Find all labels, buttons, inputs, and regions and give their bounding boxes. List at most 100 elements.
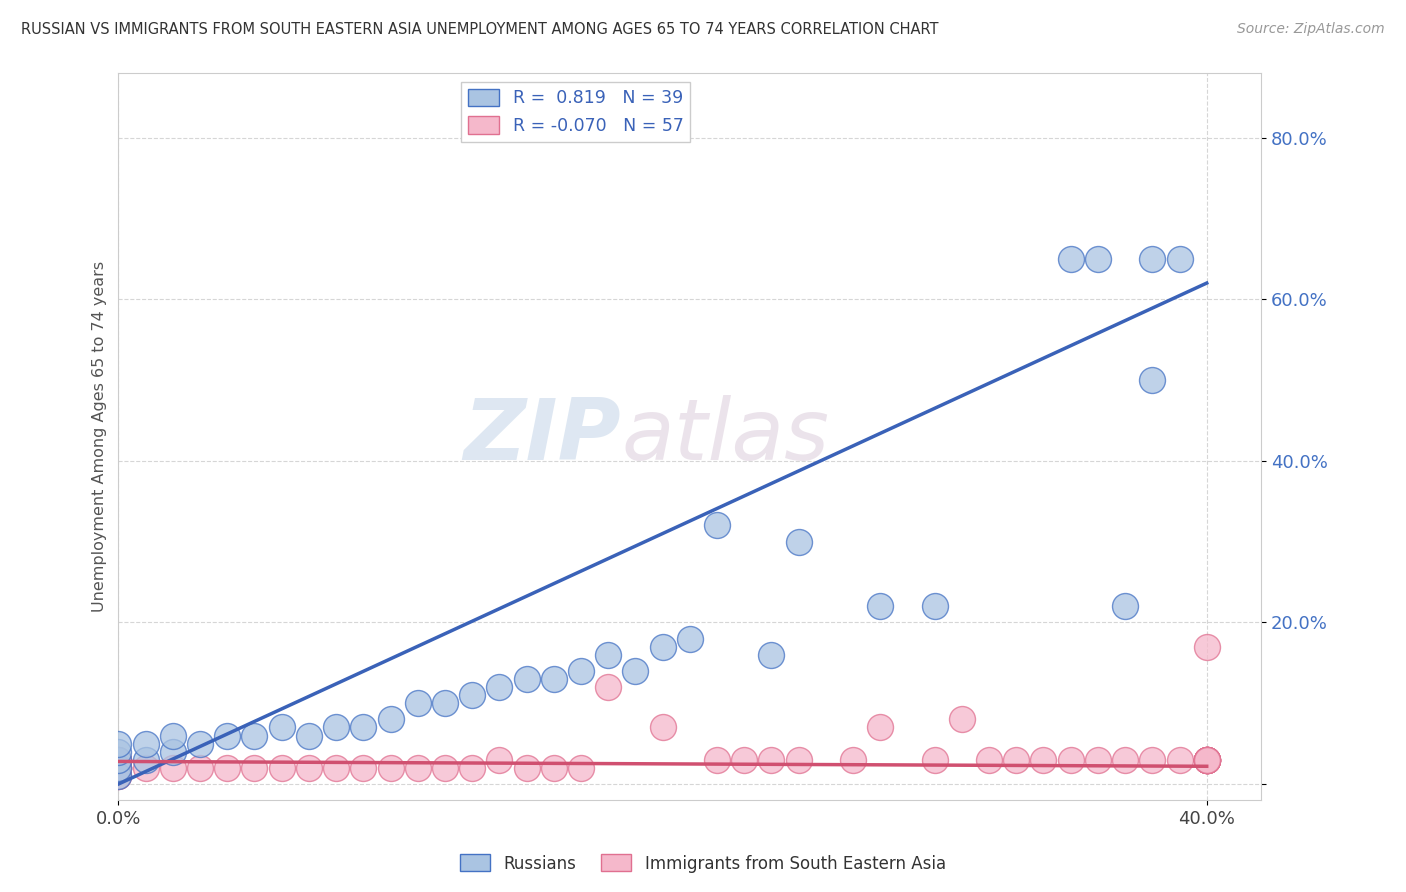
Point xyxy=(107,769,129,783)
Point xyxy=(1142,753,1164,767)
Point xyxy=(1114,753,1136,767)
Point xyxy=(188,761,211,775)
Point xyxy=(569,761,592,775)
Point xyxy=(107,761,129,775)
Point xyxy=(325,721,347,735)
Point xyxy=(624,664,647,678)
Point xyxy=(977,753,1000,767)
Point xyxy=(461,761,484,775)
Legend: Russians, Immigrants from South Eastern Asia: Russians, Immigrants from South Eastern … xyxy=(454,847,952,880)
Point xyxy=(107,761,129,775)
Point xyxy=(107,761,129,775)
Point xyxy=(761,753,783,767)
Point xyxy=(107,761,129,775)
Point xyxy=(1195,753,1218,767)
Point xyxy=(598,680,620,694)
Point xyxy=(1195,640,1218,654)
Point xyxy=(651,721,673,735)
Point xyxy=(107,769,129,783)
Point xyxy=(162,761,184,775)
Point xyxy=(270,721,292,735)
Text: ZIP: ZIP xyxy=(464,395,621,478)
Point xyxy=(380,713,402,727)
Point xyxy=(706,518,728,533)
Point xyxy=(787,534,810,549)
Point xyxy=(135,761,157,775)
Point xyxy=(135,753,157,767)
Point xyxy=(162,729,184,743)
Point xyxy=(1195,753,1218,767)
Point xyxy=(1060,753,1083,767)
Point xyxy=(515,672,537,686)
Point xyxy=(270,761,292,775)
Point xyxy=(243,729,266,743)
Point xyxy=(1195,753,1218,767)
Point xyxy=(162,745,184,759)
Point xyxy=(842,753,865,767)
Point xyxy=(1087,252,1109,266)
Point xyxy=(1195,753,1218,767)
Point xyxy=(107,761,129,775)
Point xyxy=(135,737,157,751)
Point xyxy=(298,729,321,743)
Point xyxy=(107,753,129,767)
Text: RUSSIAN VS IMMIGRANTS FROM SOUTH EASTERN ASIA UNEMPLOYMENT AMONG AGES 65 TO 74 Y: RUSSIAN VS IMMIGRANTS FROM SOUTH EASTERN… xyxy=(21,22,939,37)
Text: Source: ZipAtlas.com: Source: ZipAtlas.com xyxy=(1237,22,1385,37)
Point xyxy=(1195,753,1218,767)
Point xyxy=(406,761,429,775)
Point xyxy=(325,761,347,775)
Point xyxy=(1142,373,1164,387)
Point xyxy=(569,664,592,678)
Point xyxy=(107,753,129,767)
Text: atlas: atlas xyxy=(621,395,830,478)
Point xyxy=(107,753,129,767)
Point xyxy=(679,632,702,646)
Point xyxy=(488,680,510,694)
Point xyxy=(380,761,402,775)
Point xyxy=(107,753,129,767)
Point xyxy=(1114,599,1136,614)
Point xyxy=(107,737,129,751)
Point xyxy=(488,753,510,767)
Point xyxy=(1195,753,1218,767)
Point xyxy=(1195,753,1218,767)
Point xyxy=(1032,753,1054,767)
Point xyxy=(107,769,129,783)
Point xyxy=(433,696,456,710)
Point xyxy=(924,599,946,614)
Point xyxy=(107,761,129,775)
Point xyxy=(433,761,456,775)
Point xyxy=(406,696,429,710)
Point xyxy=(352,721,374,735)
Point xyxy=(787,753,810,767)
Point xyxy=(515,761,537,775)
Point xyxy=(1195,753,1218,767)
Point xyxy=(1195,753,1218,767)
Point xyxy=(188,737,211,751)
Point xyxy=(543,761,565,775)
Point xyxy=(1005,753,1028,767)
Point xyxy=(217,761,239,775)
Point xyxy=(107,745,129,759)
Legend: R =  0.819   N = 39, R = -0.070   N = 57: R = 0.819 N = 39, R = -0.070 N = 57 xyxy=(461,82,690,142)
Point xyxy=(461,688,484,702)
Point xyxy=(243,761,266,775)
Point xyxy=(1168,252,1191,266)
Point xyxy=(298,761,321,775)
Point xyxy=(869,721,891,735)
Point xyxy=(1168,753,1191,767)
Point xyxy=(1142,252,1164,266)
Point xyxy=(352,761,374,775)
Point xyxy=(1195,753,1218,767)
Y-axis label: Unemployment Among Ages 65 to 74 years: Unemployment Among Ages 65 to 74 years xyxy=(93,261,107,612)
Point xyxy=(543,672,565,686)
Point xyxy=(869,599,891,614)
Point xyxy=(651,640,673,654)
Point xyxy=(1087,753,1109,767)
Point xyxy=(1195,753,1218,767)
Point xyxy=(598,648,620,662)
Point xyxy=(706,753,728,767)
Point xyxy=(1060,252,1083,266)
Point xyxy=(950,713,973,727)
Point xyxy=(733,753,755,767)
